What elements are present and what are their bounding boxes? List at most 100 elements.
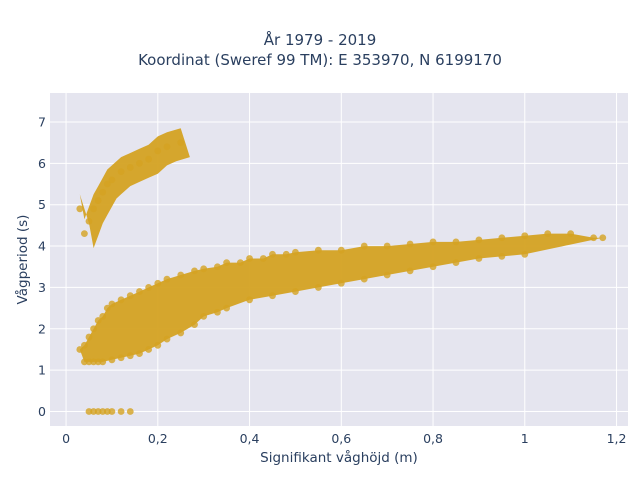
x-axis-title: Signifikant våghöjd (m) bbox=[260, 449, 418, 466]
data-point bbox=[177, 329, 185, 337]
data-point bbox=[103, 304, 111, 312]
data-point bbox=[145, 346, 153, 353]
chart-subtitle: Koordinat (Sweref 99 TM): E 353970, N 61… bbox=[138, 51, 502, 69]
data-point bbox=[200, 265, 208, 273]
data-point bbox=[452, 238, 460, 246]
data-point bbox=[200, 312, 208, 320]
data-point bbox=[191, 321, 198, 329]
data-point bbox=[567, 230, 575, 238]
data-point bbox=[406, 240, 414, 248]
data-point bbox=[214, 263, 221, 271]
data-point bbox=[154, 147, 162, 155]
x-tick-label: 0,2 bbox=[148, 431, 168, 446]
data-point bbox=[292, 288, 299, 295]
data-point bbox=[429, 263, 437, 271]
y-axis-title: Vågperiod (s) bbox=[14, 215, 31, 305]
data-point bbox=[498, 234, 506, 242]
data-point bbox=[117, 296, 125, 304]
data-point bbox=[145, 155, 153, 163]
data-point bbox=[383, 242, 391, 250]
chart-title: År 1979 - 2019 bbox=[263, 31, 377, 49]
data-point bbox=[475, 236, 483, 244]
data-point bbox=[246, 296, 253, 304]
data-point bbox=[406, 267, 414, 275]
data-point bbox=[163, 143, 171, 151]
data-point bbox=[85, 333, 93, 341]
upper-cluster-area bbox=[79, 128, 190, 249]
data-point bbox=[383, 271, 391, 279]
data-point bbox=[269, 292, 276, 300]
data-point bbox=[154, 279, 162, 287]
x-tick-label: 0,6 bbox=[331, 431, 351, 446]
data-point bbox=[126, 164, 134, 171]
y-tick-label: 7 bbox=[38, 114, 46, 129]
data-point bbox=[269, 250, 276, 258]
x-tick-label: 0,8 bbox=[423, 431, 443, 446]
data-point bbox=[236, 259, 244, 267]
data-point bbox=[360, 242, 368, 250]
data-point bbox=[117, 354, 125, 362]
y-tick-label: 4 bbox=[38, 239, 46, 254]
data-point bbox=[163, 335, 171, 343]
data-point bbox=[337, 279, 345, 287]
data-point bbox=[99, 312, 107, 320]
data-point bbox=[452, 259, 460, 267]
y-tick-label: 1 bbox=[38, 363, 46, 378]
data-point bbox=[521, 250, 529, 258]
data-point bbox=[475, 255, 483, 262]
data-point bbox=[108, 300, 116, 308]
data-point bbox=[314, 284, 322, 291]
density-fill bbox=[79, 128, 603, 362]
data-point bbox=[177, 139, 185, 147]
data-points bbox=[76, 139, 607, 415]
data-point bbox=[90, 325, 97, 333]
y-tick-label: 0 bbox=[38, 404, 46, 419]
x-tick-label: 1,2 bbox=[607, 431, 627, 446]
main-cluster-area bbox=[79, 233, 603, 362]
x-tick-label: 1 bbox=[521, 431, 529, 446]
data-point bbox=[163, 275, 171, 283]
data-point bbox=[136, 350, 143, 358]
data-point bbox=[117, 168, 125, 175]
data-point bbox=[117, 408, 125, 415]
data-point bbox=[108, 356, 116, 364]
y-tick-label: 2 bbox=[38, 321, 46, 336]
data-point bbox=[99, 188, 107, 196]
data-point bbox=[246, 255, 253, 262]
data-point bbox=[126, 352, 134, 360]
data-point bbox=[599, 234, 607, 242]
data-point bbox=[521, 232, 529, 240]
x-tick-labels: 0 0,2 0,4 0,6 0,8 1 1,2 bbox=[62, 431, 626, 446]
data-point bbox=[292, 248, 299, 256]
data-point bbox=[314, 246, 322, 254]
data-point bbox=[136, 288, 143, 295]
data-point bbox=[81, 341, 88, 349]
data-point bbox=[108, 408, 116, 415]
data-point bbox=[360, 275, 368, 283]
data-point bbox=[223, 259, 231, 267]
data-point bbox=[145, 284, 153, 291]
data-point bbox=[94, 317, 102, 324]
data-point bbox=[126, 292, 134, 300]
data-point bbox=[90, 205, 97, 213]
data-point bbox=[223, 304, 231, 312]
x-tick-label: 0,4 bbox=[240, 431, 260, 446]
data-point bbox=[544, 230, 552, 238]
data-point bbox=[136, 159, 143, 167]
x-tick-label: 0 bbox=[62, 431, 70, 446]
data-point bbox=[94, 197, 102, 204]
data-point bbox=[191, 267, 198, 275]
data-point bbox=[337, 246, 345, 254]
data-point bbox=[429, 238, 437, 246]
data-point bbox=[76, 205, 84, 213]
data-point bbox=[282, 250, 290, 258]
data-point bbox=[498, 252, 506, 260]
y-tick-label: 6 bbox=[38, 156, 46, 171]
data-point bbox=[126, 408, 134, 415]
data-point bbox=[76, 346, 84, 353]
data-point bbox=[85, 217, 93, 225]
data-point bbox=[590, 234, 597, 242]
y-tick-label: 3 bbox=[38, 280, 46, 295]
data-point bbox=[177, 271, 185, 279]
